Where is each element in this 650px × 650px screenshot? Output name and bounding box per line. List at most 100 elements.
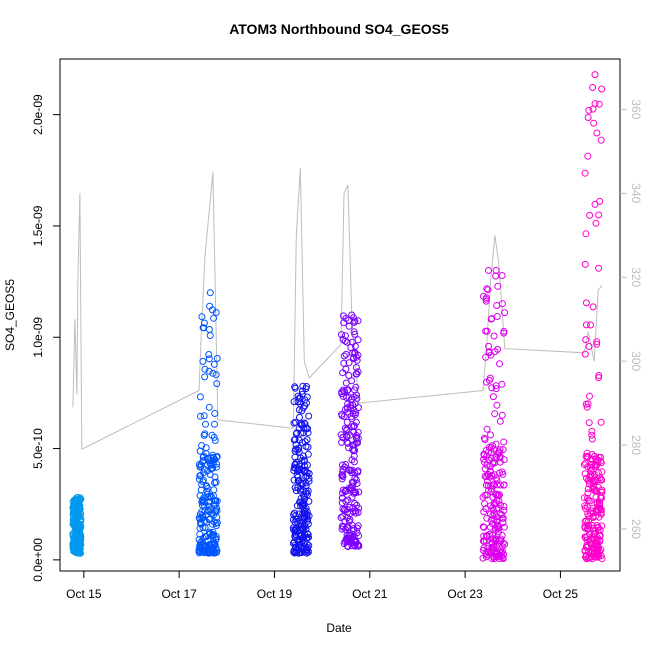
data-point	[339, 386, 347, 394]
data-point	[497, 535, 505, 543]
data-point	[339, 461, 346, 469]
y-tick-label: 0.0e+00	[31, 538, 45, 582]
data-point	[493, 481, 501, 489]
data-point	[581, 502, 589, 510]
x-tick-label: Oct 17	[161, 587, 197, 601]
data-point	[483, 327, 491, 335]
data-point	[499, 539, 507, 547]
data-point	[492, 499, 500, 507]
data-point	[201, 373, 209, 381]
data-point	[582, 321, 590, 329]
data-point	[594, 469, 602, 477]
data-point	[206, 302, 214, 310]
data-point	[481, 500, 488, 508]
y-axis-label: SO4_GEOS5	[3, 279, 17, 351]
data-point	[588, 435, 596, 443]
data-point	[350, 489, 358, 497]
data-point	[349, 508, 357, 516]
data-point	[479, 554, 487, 562]
data-point-max	[299, 382, 307, 390]
data-point	[597, 136, 605, 144]
data-point	[338, 475, 346, 483]
data-point	[598, 522, 606, 530]
data-point	[212, 371, 220, 379]
data-point	[213, 507, 221, 515]
data-point	[290, 547, 298, 555]
data-point	[72, 530, 80, 538]
data-point	[583, 474, 590, 482]
data-point	[496, 360, 503, 368]
data-point	[486, 523, 494, 531]
data-point	[481, 491, 489, 499]
data-point	[206, 332, 214, 339]
data-point	[292, 549, 300, 556]
data-point	[500, 438, 508, 446]
data-point	[353, 432, 360, 439]
data-point	[594, 524, 602, 532]
data-point	[299, 479, 307, 487]
data-point	[587, 321, 594, 329]
data-point	[343, 418, 351, 426]
data-point	[343, 432, 351, 440]
data-point	[490, 499, 498, 507]
data-point	[196, 393, 204, 401]
data-point	[349, 504, 357, 511]
data-point	[489, 393, 497, 401]
data-point	[487, 431, 494, 439]
data-point	[340, 352, 348, 360]
data-point	[299, 536, 306, 544]
data-point	[301, 457, 308, 465]
data-point	[304, 491, 311, 499]
data-point	[76, 505, 84, 513]
data-point	[351, 411, 359, 419]
data-point	[487, 315, 495, 323]
data-point	[196, 542, 204, 550]
data-point	[498, 380, 506, 388]
data-point	[196, 412, 204, 420]
x-axis: Oct 15 Oct 17 Oct 19 Oct 21 Oct 23 Oct 25	[66, 570, 578, 601]
data-point	[490, 553, 498, 561]
x-axis-label: Date	[326, 621, 352, 635]
data-point	[352, 476, 360, 484]
data-point	[205, 549, 213, 557]
data-point	[76, 520, 83, 528]
data-point	[595, 453, 603, 461]
data-point	[496, 481, 504, 489]
data-point	[490, 332, 498, 340]
data-point	[481, 458, 488, 466]
data-point	[213, 453, 221, 460]
data-point	[290, 398, 298, 406]
data-point	[76, 496, 84, 504]
data-point	[75, 544, 82, 552]
data-point	[586, 539, 594, 546]
data-point	[298, 457, 306, 465]
data-point	[211, 437, 219, 444]
data-point	[584, 489, 592, 497]
data-point	[345, 372, 353, 379]
data-point	[342, 350, 350, 358]
data-point	[593, 476, 601, 484]
data-point	[587, 507, 595, 515]
data-point	[199, 324, 207, 332]
data-point	[499, 548, 506, 555]
x-tick-label: Oct 19	[257, 587, 293, 601]
data-point	[290, 476, 298, 484]
data-point	[582, 336, 590, 344]
data-point	[295, 541, 303, 549]
data-point	[496, 510, 504, 518]
data-point	[205, 355, 213, 363]
data-point	[292, 441, 300, 449]
data-point	[207, 459, 214, 467]
data-point	[305, 497, 313, 505]
data-point	[210, 501, 218, 509]
data-point	[500, 481, 508, 489]
data-point	[301, 438, 309, 446]
data-point	[489, 535, 497, 543]
data-point	[198, 313, 206, 321]
data-point	[590, 119, 598, 127]
data-point	[480, 523, 488, 531]
data-point	[483, 378, 490, 386]
data-point	[338, 388, 346, 396]
data-point	[75, 549, 83, 557]
